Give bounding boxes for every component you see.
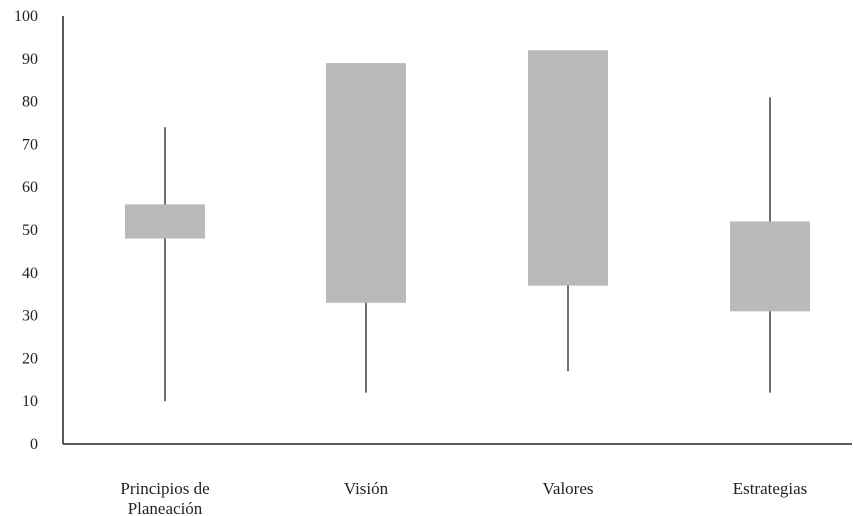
- y-tick-label: 90: [22, 51, 38, 68]
- category-label: Valores: [543, 479, 594, 498]
- category-label-line: Principios de: [120, 479, 209, 498]
- y-tick-label: 20: [22, 350, 38, 367]
- category-label: Visión: [344, 479, 389, 498]
- category-label: Estrategias: [733, 479, 808, 498]
- category-label-line: Visión: [344, 479, 389, 498]
- box: [528, 50, 608, 286]
- y-tick-label: 100: [14, 8, 38, 25]
- category-label-line: Valores: [543, 479, 594, 498]
- y-tick-label: 30: [22, 308, 38, 325]
- y-tick-labels: 0 10 20 30 40 50 60 70 80 90 100: [14, 8, 38, 453]
- category-label-line: Planeación: [128, 499, 203, 516]
- y-tick-label: 0: [30, 436, 38, 453]
- category-label: Principios de Planeación: [120, 479, 209, 516]
- box: [326, 63, 406, 303]
- box: [125, 204, 205, 239]
- category-labels: Principios de Planeación Visión Valores Estr…: [120, 479, 807, 516]
- whiskers: [164, 50, 771, 402]
- y-tick-label: 60: [22, 179, 38, 196]
- y-tick-label: 80: [22, 94, 38, 111]
- y-tick-label: 50: [22, 222, 38, 239]
- category-label-line: Estrategias: [733, 479, 808, 498]
- box: [730, 221, 810, 312]
- y-tick-label: 10: [22, 393, 38, 410]
- y-tick-label: 70: [22, 136, 38, 153]
- axes: [62, 16, 852, 445]
- y-tick-label: 40: [22, 265, 38, 282]
- boxes: [125, 50, 810, 312]
